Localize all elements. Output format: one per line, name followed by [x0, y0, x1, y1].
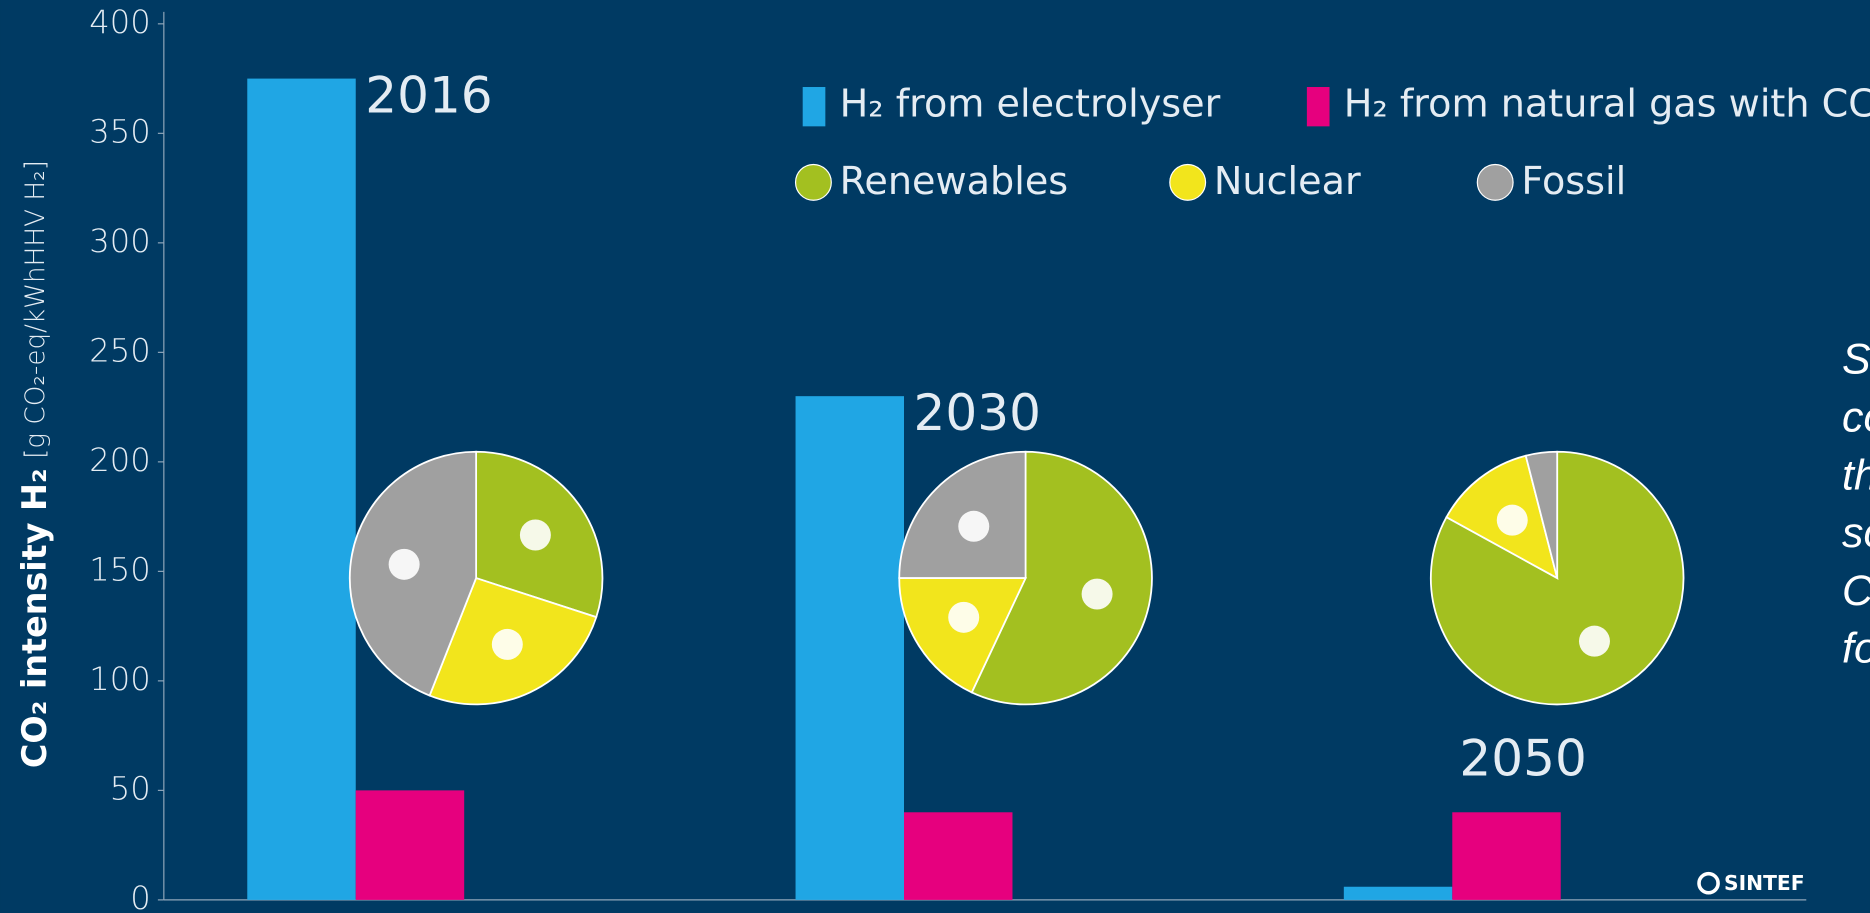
y-tick-label: 50 [110, 769, 151, 807]
bar [795, 396, 905, 900]
bar [1343, 886, 1453, 900]
year-label: 2016 [365, 66, 492, 124]
side-text: co [1842, 393, 1870, 441]
year-label: 2030 [914, 384, 1041, 442]
bar [1452, 812, 1561, 900]
y-tick-label: 150 [89, 550, 150, 588]
y-tick-label: 100 [89, 660, 150, 698]
legend-label: Nuclear [1214, 159, 1361, 203]
y-tick-label: 200 [89, 441, 150, 479]
y-tick-label: 400 [89, 3, 150, 41]
slice-icon [1496, 504, 1528, 536]
side-text: Se [1842, 336, 1870, 384]
pie-slice [970, 450, 1153, 706]
legend-label: Renewables [840, 159, 1069, 203]
y-label: CO₂ intensity H₂ [15, 468, 54, 768]
side-text: fo [1842, 625, 1870, 673]
legend-swatch [1169, 163, 1207, 201]
legend-swatch [794, 163, 832, 201]
side-text: C [1842, 567, 1870, 615]
legend-label: H₂ from electrolyser [840, 82, 1221, 126]
legend-label: H₂ from natural gas with CCS [1344, 82, 1870, 126]
bar [247, 78, 356, 900]
slice-icon [491, 628, 523, 660]
y-tick-label: 250 [89, 331, 150, 369]
bar [355, 790, 465, 900]
side-text: th [1842, 451, 1870, 499]
slice-icon [958, 510, 990, 542]
legend-swatch [1476, 163, 1514, 201]
y-tick-label: 350 [89, 112, 150, 150]
legend-swatch [802, 87, 826, 127]
legend-swatch [1306, 87, 1330, 127]
slice-icon [1578, 625, 1610, 657]
y-tick-label: 300 [89, 222, 150, 260]
logo-icon [1697, 871, 1720, 895]
legend-label: Fossil [1521, 159, 1626, 203]
y-label-unit: [g CO₂-eq/kWhHHV H₂] [21, 160, 51, 459]
slice-icon [388, 548, 420, 580]
bar [904, 812, 1013, 900]
logo: SINTEF [1724, 871, 1805, 895]
slice-icon [1081, 578, 1113, 610]
y-tick-label: 0 [130, 879, 150, 913]
slice-icon [948, 601, 980, 633]
slice-icon [519, 519, 551, 551]
side-text: so [1842, 509, 1870, 557]
year-label: 2050 [1459, 730, 1586, 788]
y-axis-title: CO₂ intensity H₂ [g CO₂-eq/kWhHHV H₂] [15, 160, 54, 768]
pie-slice [898, 577, 1027, 694]
pie-slice [898, 450, 1027, 579]
pie-slice [1524, 450, 1559, 579]
